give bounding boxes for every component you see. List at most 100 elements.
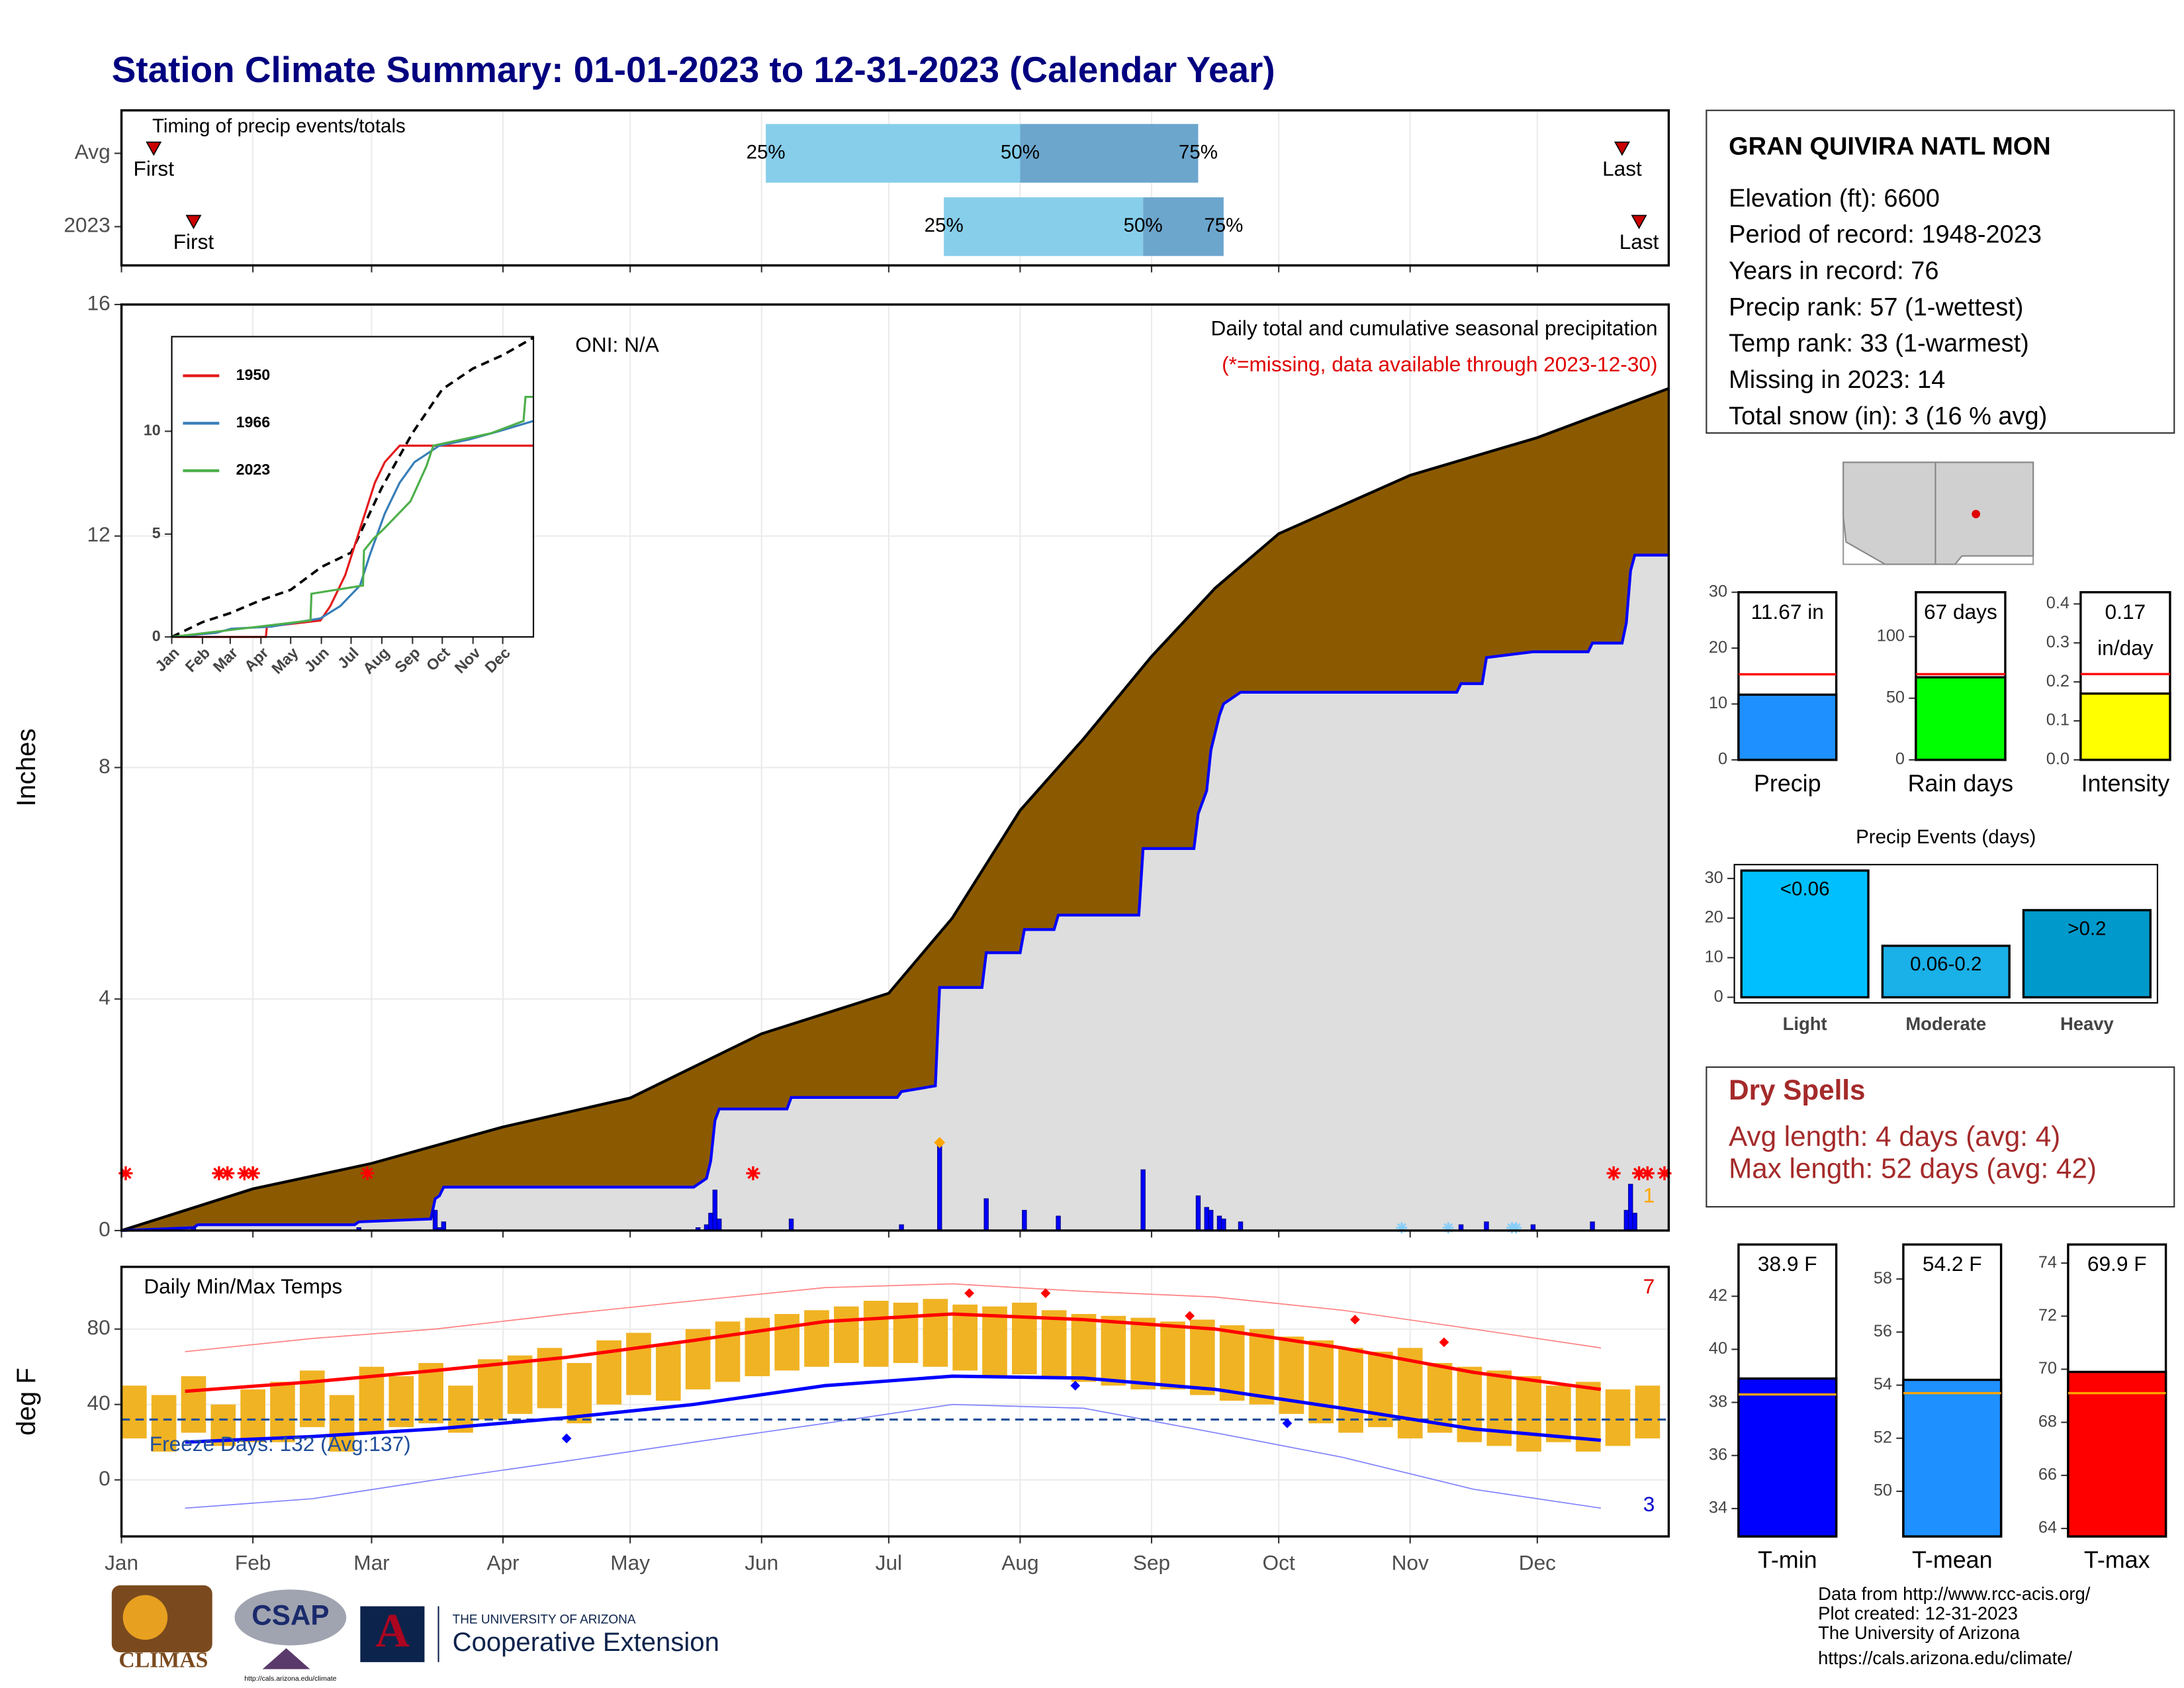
missing-marker (220, 1166, 235, 1180)
category-label: Light (1783, 1013, 1827, 1034)
daily-bar (708, 1213, 713, 1231)
temp-range-bar (270, 1382, 295, 1442)
y-tick-label: 0 (1718, 750, 1727, 769)
y-tick-label: 20 (1705, 908, 1723, 927)
category-label: T-mean (1912, 1546, 1993, 1573)
temp-range-bar (1160, 1321, 1185, 1389)
chart-title: Daily Min/Max Temps (144, 1274, 342, 1298)
missing-marker (746, 1166, 760, 1180)
temp-range-bar (626, 1333, 651, 1395)
snow-marker (1442, 1222, 1454, 1234)
credit-line: The University of Arizona (1818, 1622, 2020, 1643)
x-tick-label: Sep (1133, 1551, 1170, 1575)
temp-range-bar (923, 1299, 948, 1367)
average-line (171, 336, 534, 638)
percentile-label: 25% (747, 141, 786, 163)
temp-range-bar (834, 1306, 859, 1364)
series-line (171, 396, 534, 638)
credit-line: Data from http://www.rcc-acis.org/ (1818, 1583, 2091, 1604)
y-tick-label: 20 (1709, 638, 1727, 657)
station-dot (1972, 510, 1980, 518)
y-tick-label: 0.2 (2046, 672, 2070, 690)
x-tick-label: Oct (1263, 1551, 1295, 1575)
climas-name: CLIMAS (118, 1648, 208, 1673)
temp-range-bar (745, 1317, 770, 1376)
y-tick-label: 0.1 (2046, 711, 2070, 729)
temp-range-bar (477, 1359, 503, 1420)
temp-range-bar (240, 1389, 265, 1442)
daily-bar (432, 1209, 438, 1231)
y-tick-label: 100 (1877, 626, 1905, 645)
plot-frame (120, 1266, 1670, 1538)
value-label: 11.67 in (1751, 600, 1824, 625)
category-label: Intensity (2081, 770, 2170, 796)
x-tick-label: Aug (1001, 1551, 1038, 1575)
range-bar (944, 197, 1144, 256)
y-tick-label: 0.3 (2046, 633, 2070, 651)
daily-bar (1484, 1221, 1489, 1231)
event-marker (185, 214, 202, 230)
y-tick-label: 10 (1705, 947, 1723, 966)
y-tick-label: 0 (99, 1466, 111, 1490)
temp-range-bar (1635, 1385, 1661, 1438)
category-label: Precip (1754, 770, 1821, 796)
y-tick-label: 54 (1874, 1375, 1892, 1393)
temp-range-bar (1486, 1370, 1512, 1446)
temp-range-bar (151, 1395, 177, 1452)
plot-frame (1733, 864, 2158, 1004)
y-tick-label: 0.0 (2046, 750, 2070, 769)
percentile-label: 50% (1124, 214, 1163, 236)
daily-bar (1221, 1218, 1226, 1231)
y-tick-label: 30 (1709, 582, 1727, 600)
station-line: Period of record: 1948-2023 (1729, 221, 2042, 249)
freeze-label: Freeze Days: 132 (Avg:137) (150, 1432, 411, 1456)
y-tick-label: 72 (2038, 1306, 2057, 1325)
y-tick-label: Avg (75, 140, 111, 164)
credit-line: Plot created: 12-31-2023 (1818, 1603, 2018, 1623)
dry-spells-title: Dry Spells (1729, 1074, 1865, 1105)
y-tick-label: 34 (1709, 1499, 1727, 1517)
record-day-marker (561, 1433, 572, 1444)
temp-range-bar (1308, 1340, 1334, 1424)
station-line: Total snow (in): 3 (16 % avg) (1729, 402, 2047, 430)
bar (1881, 945, 2011, 999)
missing-marker (360, 1166, 375, 1180)
y-tick-label: 70 (2038, 1359, 2057, 1378)
station-name: GRAN QUIVIRA NATL MON (1729, 133, 2051, 161)
x-tick-label: Nov (1392, 1551, 1429, 1575)
csap-mountain (262, 1648, 310, 1669)
y-tick-label: 40 (87, 1391, 111, 1415)
daily-bar (1195, 1195, 1201, 1231)
credit-line: https://cals.arizona.edu/climate/ (1818, 1648, 2072, 1668)
record-count: 1 (1643, 1184, 1655, 1207)
percentile-label: 25% (925, 214, 964, 236)
snow-marker (1510, 1222, 1522, 1234)
missing-marker (118, 1166, 133, 1180)
temp-range-bar (507, 1355, 533, 1414)
y-tick-label: 80 (87, 1315, 111, 1339)
temp-range-bar (774, 1313, 799, 1371)
ua-name: THE UNIVERSITY OF ARIZONA (453, 1613, 636, 1627)
temp-range-bar (982, 1306, 1007, 1376)
missing-marker (246, 1166, 260, 1180)
x-tick-label: Apr (486, 1551, 519, 1575)
bar (2022, 909, 2152, 999)
daily-bar (1628, 1184, 1633, 1231)
ua-logo (360, 1606, 425, 1662)
missing-marker (1632, 1166, 1647, 1180)
station-line: Missing in 2023: 14 (1729, 366, 1945, 394)
value-label-box: 0.17 in/day (2097, 600, 2153, 661)
y-tick-label: 52 (1874, 1428, 1892, 1446)
event-marker (146, 141, 162, 156)
record-low-count: 3 (1643, 1492, 1655, 1516)
y-tick-label: 58 (1874, 1269, 1892, 1288)
y-tick-label: 68 (2038, 1412, 2057, 1430)
y-tick-label: 2023 (64, 213, 110, 237)
event-label: First (134, 156, 175, 180)
y-tick-label: 8 (99, 754, 111, 778)
daily-bar (1216, 1215, 1222, 1231)
csap-url: http://cals.arizona.edu/climate (244, 1675, 336, 1683)
y-axis-label: Inches (12, 728, 41, 806)
